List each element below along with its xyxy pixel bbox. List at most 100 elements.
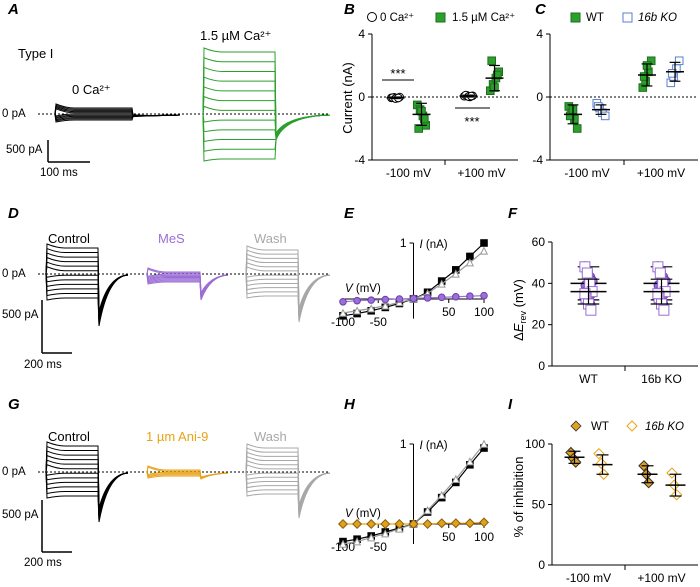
tracesA-sweep-1-5	[202, 105, 331, 138]
tracesA-sweep-1-10	[202, 56, 331, 135]
legend-marker-wt-i	[570, 420, 582, 432]
tracesA-sweep-1-0	[202, 113, 331, 162]
scale-current-label-d: 500 pA	[2, 309, 39, 321]
chartH-ylabel: I (nA)	[420, 440, 448, 452]
chartH-point-2-1	[352, 518, 363, 530]
panel-letter-g: G	[8, 396, 20, 413]
tracesD-sweep-1-9	[146, 267, 229, 295]
chartH-point-2-3	[380, 518, 391, 530]
panel-letter-d: D	[8, 205, 19, 222]
panel-letter-b: B	[344, 1, 355, 18]
axis-title-erev: ΔErev (mV)	[511, 279, 528, 341]
legend-marker-0ca	[367, 12, 377, 22]
chartH-point-1-0	[338, 539, 348, 548]
chartF-xtick-label-0: WT	[579, 372, 598, 386]
panel-letter-a: A	[7, 1, 19, 18]
legend-marker-ko-i	[626, 420, 638, 432]
chartF-point-1-1-6	[658, 304, 670, 316]
tracesA-sweep-0-6	[54, 108, 181, 117]
chartB-sig-label-1: ***	[464, 114, 479, 129]
chartE-xtick-label-3: 100	[474, 305, 494, 319]
tracesD-sweep-0-9	[45, 252, 129, 315]
chartE-point-2-4	[395, 295, 404, 303]
chartE-point-2-0	[339, 298, 347, 306]
chartC-point-0-0-3	[572, 124, 582, 133]
chartH-point-2-8	[450, 518, 461, 529]
wash-label-g: Wash	[254, 429, 287, 444]
chartC-point-1-1-4	[667, 69, 677, 78]
chartH-point-2-10	[478, 517, 490, 528]
chartH-point-2-6	[422, 518, 433, 530]
drug-label-g: 1 µm Ani-9	[146, 429, 208, 444]
chartH-point-1-6	[423, 505, 432, 515]
chartH-point-2-9	[464, 518, 475, 529]
ctrl-label-d: Control	[48, 231, 90, 246]
zero-current-label: 0 pA	[2, 108, 26, 120]
chartH-xtick-label-1: -50	[370, 540, 388, 554]
chartC-ytick-label-2: 4	[536, 27, 543, 41]
chartE-xtick-label-2: 50	[442, 305, 456, 319]
chart-i: 0 50 100 -100 mV +100 mV	[525, 437, 698, 585]
chartE-point-1-0	[338, 308, 348, 317]
chartH-point-1-1	[352, 537, 362, 546]
legend-label-ko: 16b KO	[638, 12, 677, 24]
chartE-point-2-7	[437, 293, 446, 302]
chartE-point-1-10	[479, 246, 489, 255]
chartH-point-1-7	[437, 490, 446, 499]
chartF-point-1-0-7	[579, 288, 591, 300]
wash-label-d: Wash	[254, 231, 287, 246]
panel-letter-i: I	[508, 396, 513, 413]
scale-time-label-g: 200 ms	[24, 557, 62, 569]
tracesA-sweep-1-8	[202, 76, 331, 136]
chartH-xtick-label-2: 50	[442, 530, 456, 544]
legend-marker-wt	[570, 12, 581, 23]
tracesD-sweep-2-11	[245, 245, 331, 309]
chart-b: -4 0 4 -100 mV +100 mV *** ***	[354, 27, 518, 180]
chartI-point-0-0-2	[569, 456, 582, 468]
chartH-point-2-5	[408, 518, 419, 530]
chart-c: -4 0 4 -100 mV +100 mV	[532, 27, 698, 180]
chartF-ytick-label-2: 40	[532, 276, 546, 290]
chartH-point-1-9	[465, 457, 475, 466]
panel-letter-c: C	[535, 1, 547, 18]
chartH-point-2-2	[366, 518, 377, 530]
chartE-point-0-10	[480, 239, 488, 247]
chartH-ytick-label-1: 1	[400, 437, 407, 451]
chartB-sig-label-0: ***	[390, 66, 405, 81]
chartF-xtick-label-1: 16b KO	[641, 372, 682, 386]
chartE-point-1-9	[465, 258, 475, 267]
axis-title-inhibition: % of inhibition	[511, 457, 526, 538]
tracesD-sweep-1-4	[146, 273, 229, 297]
chartF-point-1-1-1	[654, 267, 666, 279]
ctrl-condition-label: 0 Ca²⁺	[72, 82, 111, 97]
axis-title-current: Current (nA)	[340, 62, 355, 134]
zero-current-label-g: 0 pA	[2, 466, 26, 478]
legend-label-wt-i: WT	[591, 421, 609, 433]
tracesA-sweep-0-10	[54, 103, 181, 116]
chartH-xtick-label-3: 100	[474, 530, 494, 544]
chartE-point-2-8	[452, 292, 460, 301]
chartE-point-2-6	[423, 294, 432, 302]
chartH-point-1-2	[367, 533, 376, 542]
legend-marker-ca	[435, 12, 446, 23]
chartE-xlabel: V (mV)	[345, 283, 381, 295]
tracesG-sweep-2-11	[245, 443, 331, 506]
chartF-ytick-label-3: 60	[532, 235, 546, 249]
exp-condition-label: 1.5 µM Ca²⁺	[200, 28, 271, 43]
chartE-xtick-label-1: -50	[370, 315, 388, 329]
chartI-point-1-0-1	[595, 457, 608, 470]
chart-e: -100 -50 50 100 1 I (nA) V (mV)	[331, 236, 494, 329]
chartE-point-1-8	[451, 269, 460, 278]
scale-current-label-g: 500 pA	[2, 509, 39, 521]
chartF-point-1-0-6	[585, 304, 597, 316]
chartE-point-2-10	[480, 291, 488, 300]
tracesA-sweep-1-2	[202, 113, 331, 143]
legend-label-wt: WT	[586, 12, 604, 24]
tracesA-sweep-1-4	[202, 113, 331, 138]
chartC-ytick-label-1: 0	[536, 90, 543, 104]
chartE-ytick-label-1: 1	[400, 236, 407, 250]
chartB-ytick-label-0: -4	[354, 153, 365, 167]
legend-label-ca: 1.5 µM Ca²⁺	[452, 12, 515, 24]
chartH-point-1-3	[381, 529, 390, 538]
